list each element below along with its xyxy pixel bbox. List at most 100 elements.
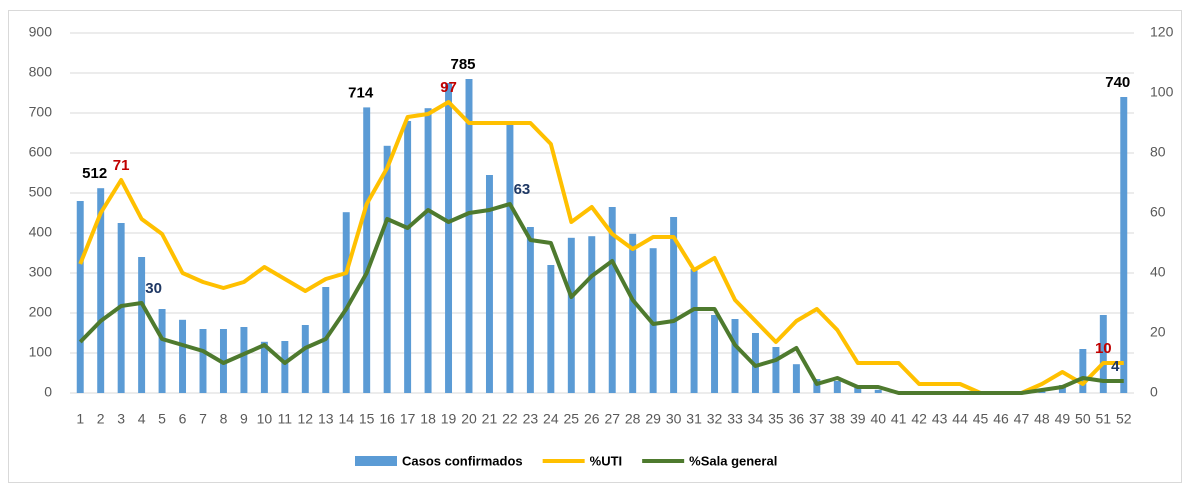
legend-label: %UTI bbox=[590, 453, 623, 468]
y-tick-label: 700 bbox=[29, 104, 53, 120]
x-tick-label: 36 bbox=[789, 411, 805, 427]
data-label: 10 bbox=[1095, 340, 1112, 357]
bar bbox=[854, 387, 862, 393]
bar bbox=[690, 269, 698, 393]
bar bbox=[772, 347, 780, 393]
data-label: 30 bbox=[145, 280, 162, 297]
bar bbox=[567, 237, 575, 393]
x-tick-label: 46 bbox=[993, 411, 1009, 427]
y-tick-label: 300 bbox=[29, 264, 53, 280]
x-tick-label: 30 bbox=[666, 411, 682, 427]
y-tick-label: 0 bbox=[44, 384, 52, 400]
y2-tick-label: 20 bbox=[1150, 324, 1166, 340]
x-tick-label: 11 bbox=[278, 411, 293, 427]
bar bbox=[1120, 97, 1128, 393]
bar bbox=[76, 201, 84, 393]
bar bbox=[547, 265, 555, 393]
x-tick-label: 33 bbox=[727, 411, 743, 427]
x-tick-label: 43 bbox=[932, 411, 948, 427]
bar bbox=[158, 309, 166, 393]
bar bbox=[138, 257, 146, 393]
x-tick-label: 50 bbox=[1075, 411, 1091, 427]
bar bbox=[629, 233, 637, 393]
x-tick-label: 21 bbox=[482, 411, 498, 427]
bar bbox=[301, 325, 309, 393]
bar bbox=[97, 188, 105, 393]
x-tick-label: 39 bbox=[850, 411, 866, 427]
x-tick-label: 28 bbox=[625, 411, 641, 427]
y-tick-label: 500 bbox=[29, 184, 53, 200]
x-tick-label: 40 bbox=[870, 411, 886, 427]
bar bbox=[608, 207, 616, 393]
x-tick-label: 35 bbox=[768, 411, 784, 427]
x-tick-label: 10 bbox=[257, 411, 273, 427]
x-tick-label: 47 bbox=[1014, 411, 1030, 427]
x-tick-label: 42 bbox=[911, 411, 927, 427]
x-tick-label: 44 bbox=[952, 411, 968, 427]
bar bbox=[833, 381, 841, 393]
y2-tick-label: 40 bbox=[1150, 264, 1166, 280]
bar bbox=[649, 248, 657, 393]
bar bbox=[526, 227, 534, 393]
x-tick-label: 27 bbox=[604, 411, 620, 427]
x-tick-label: 18 bbox=[420, 411, 436, 427]
data-label: 97 bbox=[440, 79, 457, 96]
x-tick-label: 13 bbox=[318, 411, 334, 427]
legend-swatch bbox=[355, 456, 397, 466]
x-tick-label: 15 bbox=[359, 411, 375, 427]
bar bbox=[445, 83, 453, 393]
x-tick-label: 6 bbox=[179, 411, 187, 427]
y-tick-label: 200 bbox=[29, 304, 53, 320]
bar bbox=[465, 79, 473, 393]
bar bbox=[731, 319, 739, 393]
x-tick-label: 19 bbox=[441, 411, 457, 427]
bar bbox=[506, 121, 514, 393]
x-tick-label: 5 bbox=[158, 411, 166, 427]
x-tick-label: 22 bbox=[502, 411, 518, 427]
data-label: 71 bbox=[113, 157, 130, 174]
y2-tick-label: 80 bbox=[1150, 144, 1166, 160]
data-label: 740 bbox=[1105, 74, 1130, 91]
y-tick-label: 800 bbox=[29, 64, 53, 80]
data-label: 63 bbox=[514, 181, 531, 198]
x-tick-label: 23 bbox=[523, 411, 539, 427]
x-tick-label: 9 bbox=[240, 411, 248, 427]
data-label: 512 bbox=[82, 165, 107, 182]
bar bbox=[485, 175, 493, 393]
y2-tick-label: 100 bbox=[1150, 84, 1174, 100]
x-tick-label: 17 bbox=[400, 411, 416, 427]
line-series bbox=[78, 202, 1124, 395]
bar bbox=[260, 341, 268, 393]
bar bbox=[711, 315, 719, 393]
bar bbox=[404, 121, 412, 393]
bar bbox=[281, 341, 289, 393]
y-tick-label: 400 bbox=[29, 224, 53, 240]
x-tick-label: 48 bbox=[1034, 411, 1050, 427]
x-tick-label: 38 bbox=[830, 411, 846, 427]
x-tick-label: 49 bbox=[1055, 411, 1071, 427]
bar bbox=[240, 327, 248, 393]
x-tick-label: 29 bbox=[645, 411, 661, 427]
legend-label: %Sala general bbox=[689, 453, 777, 468]
data-label: 785 bbox=[450, 56, 475, 73]
bar bbox=[751, 333, 759, 393]
bar bbox=[670, 217, 678, 393]
x-tick-label: 12 bbox=[298, 411, 314, 427]
x-tick-label: 34 bbox=[748, 411, 764, 427]
x-tick-label: 16 bbox=[379, 411, 395, 427]
bar bbox=[874, 389, 882, 393]
bar bbox=[588, 236, 596, 393]
y-tick-label: 900 bbox=[29, 24, 53, 40]
bar bbox=[199, 329, 207, 393]
x-tick-label: 25 bbox=[564, 411, 580, 427]
x-tick-label: 32 bbox=[707, 411, 723, 427]
x-tick-label: 20 bbox=[461, 411, 477, 427]
legend-label: Casos confirmados bbox=[402, 453, 523, 468]
x-tick-label: 8 bbox=[220, 411, 228, 427]
x-tick-label: 24 bbox=[543, 411, 559, 427]
bar bbox=[342, 212, 350, 393]
x-tick-label: 52 bbox=[1116, 411, 1132, 427]
bar bbox=[179, 319, 187, 393]
x-tick-label: 7 bbox=[199, 411, 207, 427]
